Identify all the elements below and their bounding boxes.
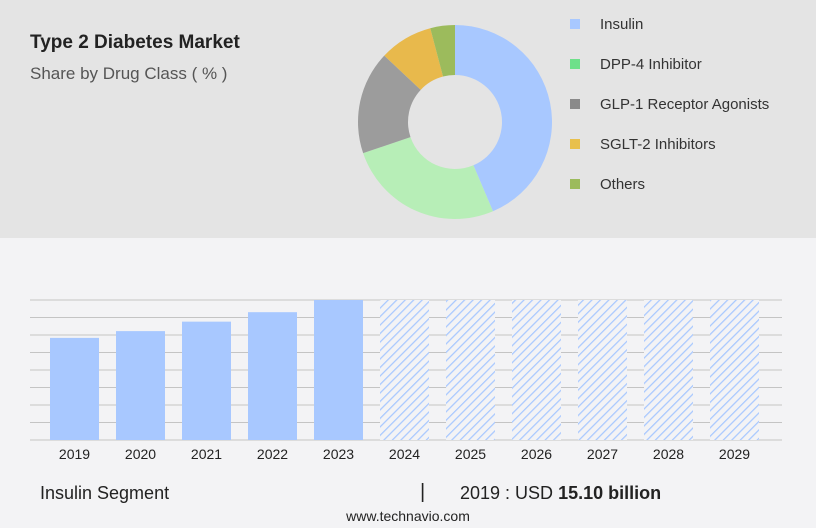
legend-label: SGLT-2 Inhibitors	[600, 135, 716, 153]
pie-slice	[430, 25, 455, 77]
segment-value: 2019 : USD 15.10 billion	[460, 483, 661, 504]
legend-item: GLP-1 Receptor Agonists	[570, 84, 769, 124]
forecast-bar	[578, 300, 627, 440]
chart-subtitle: Share by Drug Class ( % )	[30, 64, 228, 83]
bar	[50, 337, 99, 440]
legend-label: Others	[600, 175, 646, 193]
forecast-bar	[380, 300, 429, 440]
forecast-bar	[446, 300, 495, 440]
x-tick-label: 2020	[125, 446, 156, 462]
legend-item: Others	[570, 164, 769, 204]
value-text: 15.10 billion	[558, 483, 662, 503]
x-tick-label: 2025	[455, 446, 486, 462]
x-tick-label: 2027	[587, 446, 618, 462]
legend-swatch	[570, 139, 580, 149]
legend-swatch	[570, 179, 580, 189]
pie-slice	[363, 137, 493, 219]
bar	[182, 321, 231, 440]
pie-slice	[455, 25, 552, 212]
pie-slice	[384, 28, 444, 90]
legend-swatch	[570, 99, 580, 109]
segment-label: Insulin Segment	[40, 483, 170, 503]
bar	[314, 300, 363, 440]
x-tick-label: 2028	[653, 446, 684, 462]
separator: |	[420, 481, 426, 503]
year-label: 2019 : USD	[460, 483, 559, 503]
x-tick-label: 2022	[257, 446, 288, 462]
x-tick-label: 2029	[719, 446, 750, 462]
chart-title: Type 2 Diabetes Market	[30, 32, 240, 53]
legend-label: GLP-1 Receptor Agonists	[600, 95, 770, 113]
forecast-bar	[644, 300, 693, 440]
legend-item: DPP-4 Inhibitor	[570, 44, 769, 84]
x-tick-label: 2021	[191, 446, 222, 462]
legend-item: SGLT-2 Inhibitors	[570, 124, 769, 164]
legend-label: Insulin	[600, 15, 644, 33]
x-tick-label: 2023	[323, 446, 354, 462]
bar	[248, 312, 297, 440]
legend-swatch	[570, 59, 580, 69]
forecast-bar	[512, 300, 561, 440]
x-tick-label: 2024	[389, 446, 420, 462]
pie-slice	[357, 55, 421, 154]
legend-swatch	[570, 19, 580, 29]
legend-item: Insulin	[570, 4, 769, 44]
x-tick-label: 2019	[59, 446, 90, 462]
legend-label: DPP-4 Inhibitor	[600, 55, 702, 73]
forecast-bar	[710, 300, 759, 440]
legend: Insulin DPP-4 Inhibitor GLP-1 Receptor Ago…	[570, 4, 769, 204]
x-tick-label: 2026	[521, 446, 552, 462]
bar	[116, 331, 165, 440]
website: www.technavio.com	[346, 508, 470, 524]
